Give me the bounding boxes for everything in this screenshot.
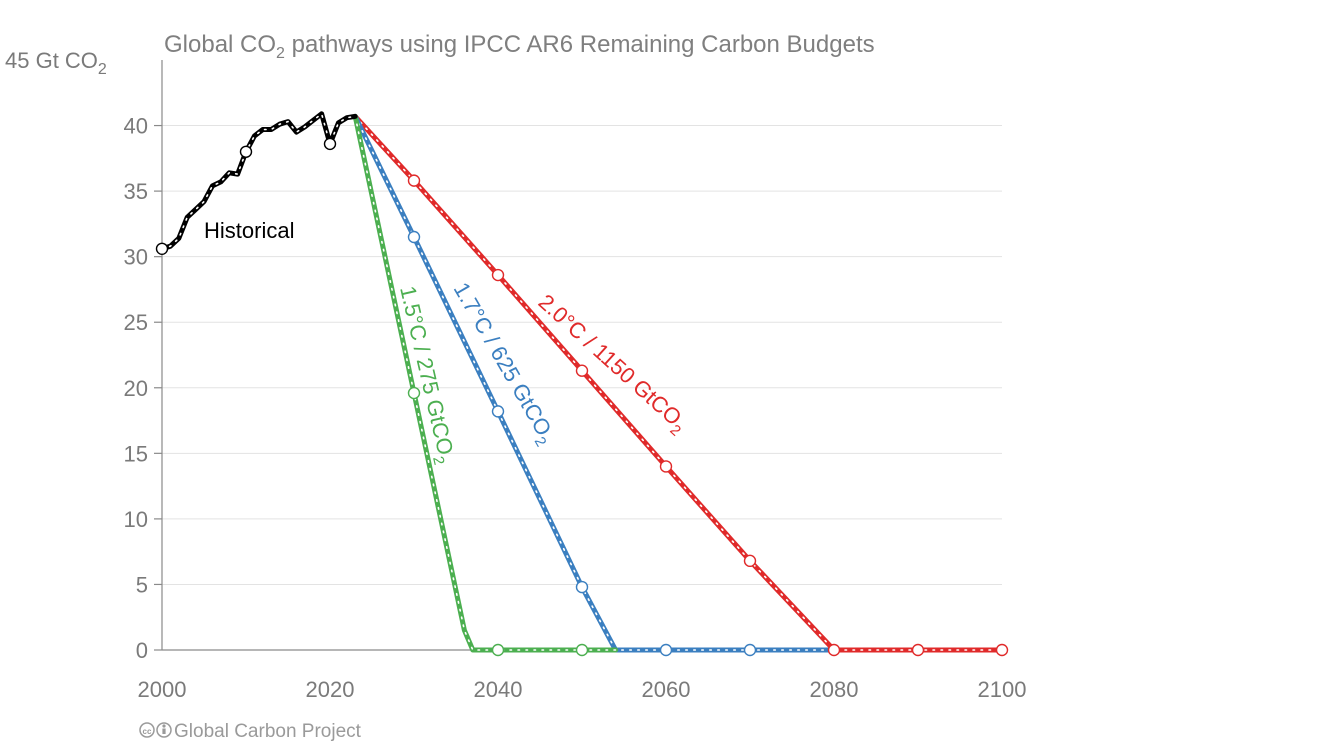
chart-title-part-2: pathways using IPCC AR6 Remaining Carbon… (285, 31, 875, 58)
series-label-2-0c: 2.0°C / 1150 GtCO2 (530, 289, 692, 440)
x-tick-label: 2060 (642, 677, 691, 702)
series-marker-2 (575, 580, 589, 594)
y-tick-label: 30 (124, 245, 148, 270)
historical-series-label: Historical (204, 218, 294, 243)
x-tick-label: 2080 (810, 677, 859, 702)
creative-commons-icon: cc (139, 722, 155, 738)
x-tick-label: 2000 (138, 677, 187, 702)
series-marker-2 (407, 230, 421, 244)
y-axis-unit-subscript: 2 (98, 61, 107, 78)
y-tick-label: 10 (124, 507, 148, 532)
series-marker-3 (575, 364, 589, 377)
series-marker-3 (743, 554, 757, 568)
series-markers (155, 137, 1009, 657)
series-marker-3 (827, 643, 841, 657)
grid-lines (154, 124, 1002, 651)
credit: cc Global Carbon Project (139, 721, 362, 742)
series-line-dots-0 (161, 112, 357, 250)
y-tick-label: 5 (136, 572, 148, 597)
series-marker-3 (491, 268, 505, 282)
series-label-1-5c-subscript: 2 (429, 455, 447, 467)
y-tick-label: 15 (124, 441, 148, 466)
attribution-icon (156, 722, 172, 738)
svg-text:cc: cc (143, 727, 152, 736)
y-tick-label: 35 (124, 179, 148, 204)
y-tick-label: 20 (124, 376, 148, 401)
series-marker-0 (155, 242, 169, 256)
series-marker-0 (239, 145, 253, 158)
y-tick-label: 25 (124, 310, 148, 335)
x-tick-label: 2100 (978, 677, 1027, 702)
y-tick-label: 40 (124, 114, 148, 139)
x-tick-label: 2040 (474, 677, 523, 702)
chart-title-subscript: 2 (276, 45, 285, 62)
chart-title-part-1: Global CO (164, 31, 276, 58)
series-label-2-0c-text: 2.0°C / 1150 GtCO (534, 289, 687, 430)
y-tick-labels: 40 35 30 25 20 15 10 5 0 (124, 114, 148, 663)
series-line-dots-2 (354, 115, 835, 651)
series-marker-3 (911, 643, 925, 657)
series-marker-3 (407, 174, 421, 187)
credit-text: Global Carbon Project (174, 721, 362, 742)
y-axis-unit-label: 45 Gt CO2 (5, 48, 107, 78)
series-marker-1 (575, 643, 589, 657)
series-lines (159, 111, 1005, 653)
x-tick-label: 2020 (306, 677, 355, 702)
series-marker-2 (743, 643, 757, 657)
series-marker-3 (995, 643, 1009, 657)
chart-title: Global CO2 pathways using IPCC AR6 Remai… (164, 31, 875, 62)
series-line-dots-3 (354, 115, 1003, 651)
y-tick-label: 0 (136, 638, 148, 663)
x-tick-labels: 2000 2020 2040 2060 2080 2100 (138, 677, 1027, 702)
series-marker-2 (659, 643, 673, 657)
series-marker-2 (491, 405, 505, 418)
series-marker-0 (323, 137, 337, 151)
series-marker-1 (407, 386, 421, 400)
y-axis-unit-text: 45 Gt CO (5, 48, 98, 73)
series-marker-3 (659, 460, 673, 473)
series-marker-1 (491, 643, 505, 657)
